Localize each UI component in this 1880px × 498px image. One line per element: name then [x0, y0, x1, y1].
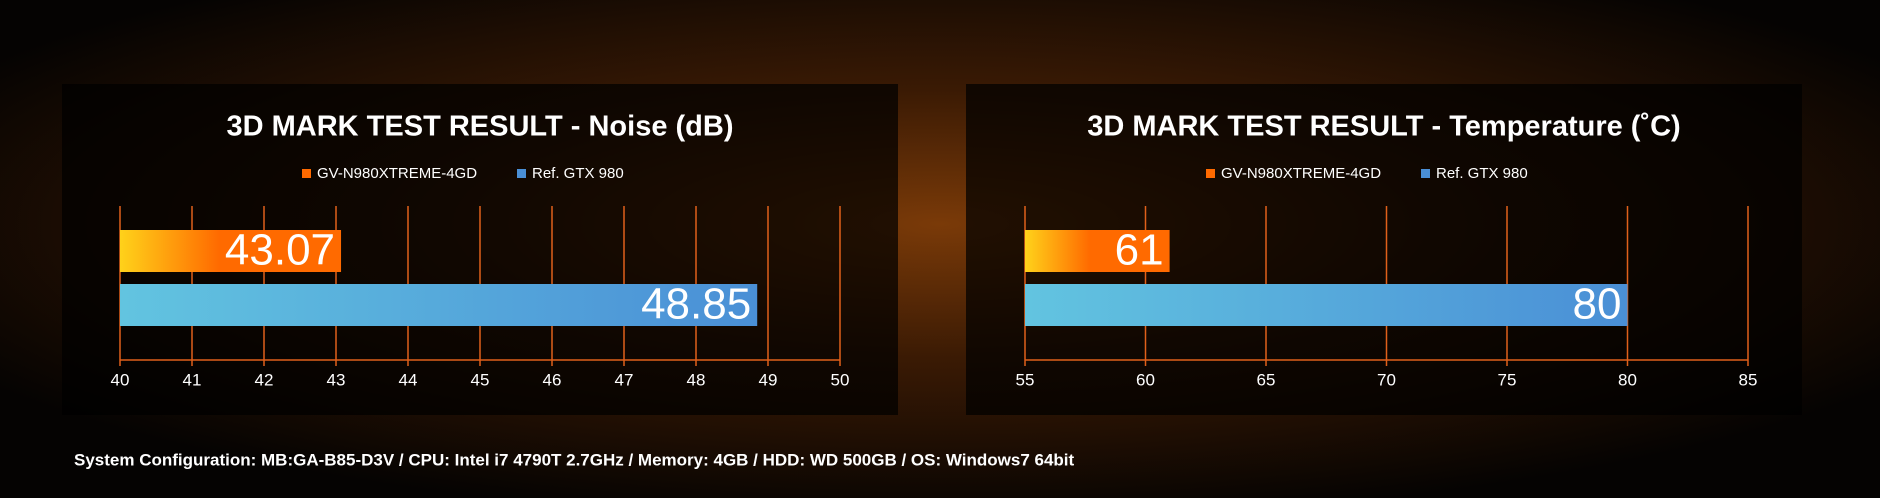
x-tick-label: 44 — [399, 370, 418, 389]
legend-swatch — [517, 169, 526, 178]
x-tick-label: 60 — [1136, 370, 1155, 389]
chart-title: 3D MARK TEST RESULT - Noise (dB) — [227, 111, 734, 143]
legend-label: Ref. GTX 980 — [1436, 165, 1528, 182]
x-tick-label: 41 — [183, 370, 202, 389]
x-tick-label: 50 — [831, 370, 850, 389]
chart-title: 3D MARK TEST RESULT - Temperature (˚C) — [1087, 111, 1680, 143]
footer: System Configuration: MB:GA-B85-D3V / CP… — [74, 450, 1075, 469]
x-tick-label: 40 — [111, 370, 130, 389]
legend-swatch — [1421, 169, 1430, 178]
x-tick-label: 47 — [615, 370, 634, 389]
legend-swatch — [302, 169, 311, 178]
bar — [1025, 284, 1628, 326]
bar — [1025, 230, 1170, 272]
value-label: 61 — [1115, 226, 1164, 275]
value-label: 48.85 — [641, 280, 751, 329]
legend-label: GV-N980XTREME-4GD — [317, 165, 477, 182]
x-tick-label: 75 — [1498, 370, 1517, 389]
x-tick-label: 45 — [471, 370, 490, 389]
bar — [120, 230, 342, 272]
x-tick-label: 85 — [1739, 370, 1758, 389]
x-tick-label: 42 — [255, 370, 274, 389]
x-tick-label: 46 — [543, 370, 562, 389]
value-label: 80 — [1573, 280, 1622, 329]
x-tick-label: 49 — [759, 370, 778, 389]
x-tick-label: 48 — [687, 370, 706, 389]
x-tick-label: 70 — [1377, 370, 1396, 389]
legend-label: GV-N980XTREME-4GD — [1221, 165, 1381, 182]
bar — [120, 284, 758, 326]
legend-label: Ref. GTX 980 — [532, 165, 624, 182]
x-tick-label: 43 — [327, 370, 346, 389]
x-tick-label: 80 — [1618, 370, 1637, 389]
x-tick-label: 65 — [1257, 370, 1276, 389]
x-tick-label: 55 — [1016, 370, 1035, 389]
value-label: 43.07 — [225, 226, 335, 275]
legend-swatch — [1206, 169, 1215, 178]
